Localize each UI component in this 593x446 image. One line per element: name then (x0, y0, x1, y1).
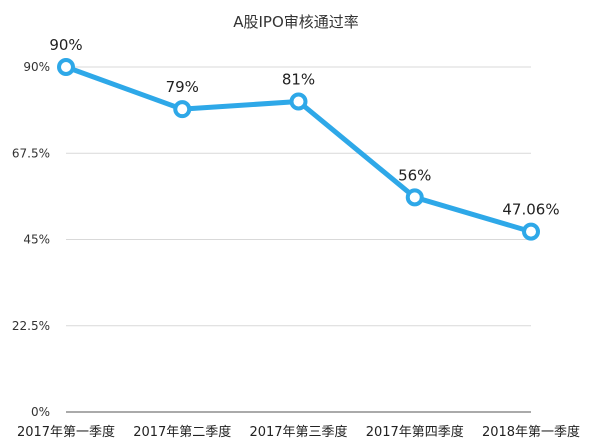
data-point (405, 188, 424, 207)
y-tick-label: 90% (23, 60, 50, 74)
chart-title: A股IPO审核通过率 (233, 13, 359, 31)
x-category-label: 2017年第二季度 (133, 424, 231, 440)
y-tick-label: 67.5% (12, 146, 50, 160)
gridlines (66, 66, 531, 413)
x-category-label: 2018年第一季度 (482, 424, 580, 440)
data-point (522, 222, 540, 241)
x-category-label: 2017年第四季度 (366, 424, 464, 440)
data-label: 47.06% (502, 201, 559, 219)
data-point (57, 58, 75, 76)
y-tick-label: 22.5% (12, 319, 50, 333)
data-point (173, 100, 192, 119)
y-axis-tick-labels: 0% 22.5% 45% 67.5% 90% (12, 60, 50, 419)
data-point (289, 92, 308, 111)
data-label: 79% (166, 78, 199, 96)
y-tick-label: 0% (31, 405, 50, 419)
series-layer (57, 58, 540, 241)
series-line (63, 64, 534, 235)
data-labels: 90% 79% 81% 56% 47.06% (49, 36, 559, 219)
data-label: 81% (282, 71, 315, 89)
data-label: 90% (49, 36, 82, 54)
x-category-label: 2017年第一季度 (17, 424, 115, 440)
y-tick-label: 45% (23, 233, 50, 247)
x-category-label: 2017年第三季度 (249, 424, 347, 440)
data-label: 56% (398, 166, 431, 184)
x-axis-category-labels: 2017年第一季度 2017年第二季度 2017年第三季度 2017年第四季度 2018… (17, 424, 580, 440)
